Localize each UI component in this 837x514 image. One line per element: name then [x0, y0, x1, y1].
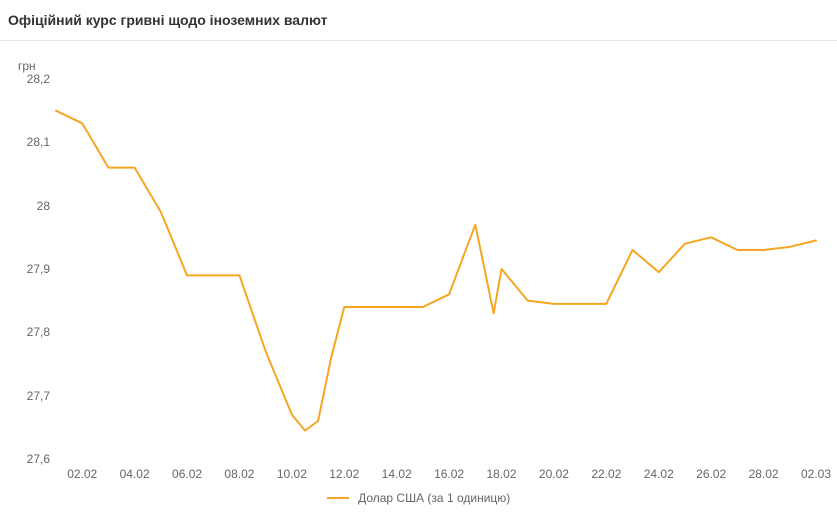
x-tick-label: 06.02 — [172, 467, 202, 481]
x-tick-label: 02.02 — [67, 467, 97, 481]
plot-area — [56, 79, 816, 459]
series-line-usd — [56, 111, 816, 431]
x-tick-label: 28.02 — [749, 467, 779, 481]
x-tick-label: 18.02 — [487, 467, 517, 481]
chart-container: грн 27,627,727,827,92828,128,2 02.0204.0… — [0, 41, 837, 511]
chart-title: Офіційний курс гривні щодо іноземних вал… — [0, 0, 837, 41]
x-tick-label: 26.02 — [696, 467, 726, 481]
x-tick-label: 22.02 — [591, 467, 621, 481]
line-series-svg — [56, 79, 816, 459]
legend: Долар США (за 1 одиницю) — [0, 490, 837, 505]
legend-swatch — [327, 497, 349, 499]
x-tick-label: 14.02 — [382, 467, 412, 481]
x-tick-label: 04.02 — [120, 467, 150, 481]
x-tick-label: 24.02 — [644, 467, 674, 481]
x-tick-label: 20.02 — [539, 467, 569, 481]
x-tick-label: 08.02 — [224, 467, 254, 481]
x-tick-label: 12.02 — [329, 467, 359, 481]
legend-label: Долар США (за 1 одиницю) — [358, 491, 510, 505]
x-tick-label: 10.02 — [277, 467, 307, 481]
x-tick-label: 02.03 — [801, 467, 831, 481]
x-tick-label: 16.02 — [434, 467, 464, 481]
